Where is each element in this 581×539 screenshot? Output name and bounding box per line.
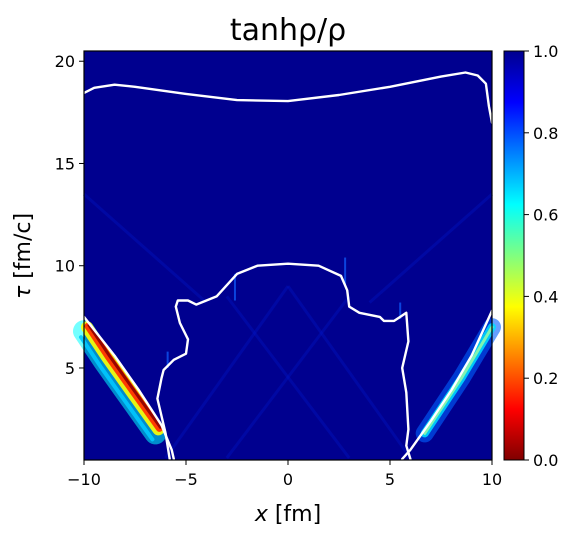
heatmap-background (84, 51, 492, 460)
x-axis-unit: [fm] (268, 502, 321, 527)
y-tick-label: 5 (65, 359, 75, 378)
inner-contour (156, 262, 412, 461)
colorbar-tick-label: 0.2 (533, 369, 558, 388)
colorbar: 0.0 0.2 0.4 0.6 0.8 1.0 (503, 42, 558, 470)
colorbar-tick-label: 0.4 (533, 287, 558, 306)
x-tick-label: −10 (67, 470, 101, 489)
x-tick-label: 5 (385, 470, 395, 489)
colorbar-tick-label: 1.0 (533, 42, 558, 61)
left-light-cone-band (73, 320, 167, 445)
right-light-cone-band (415, 318, 501, 443)
left-edge-contour (82, 315, 175, 461)
plot-area (73, 50, 501, 461)
faint-structure (164, 285, 290, 459)
y-tick-label: 10 (55, 257, 75, 276)
y-axis-var: τ (11, 285, 36, 299)
colorbar-tick-label: 0.0 (533, 451, 558, 470)
x-tick-label: −5 (174, 470, 198, 489)
y-tick-label: 20 (55, 52, 75, 71)
x-tick-label: 10 (482, 470, 502, 489)
faint-structure (368, 193, 493, 304)
faint-structure (83, 193, 208, 304)
faint-structure (286, 285, 412, 459)
colorbar-ticks: 0.0 0.2 0.4 0.6 0.8 1.0 (524, 42, 558, 470)
colorbar-tick-label: 0.6 (533, 206, 558, 225)
right-light-cone-band-stroke (423, 325, 494, 435)
faint-structure (225, 295, 351, 459)
y-axis-ticks: 5 10 15 20 (55, 52, 84, 378)
heatmap-features (73, 193, 501, 459)
upper-contour (82, 71, 494, 124)
x-axis-label: x [fm] (254, 502, 321, 527)
y-axis-label: τ [fm/c] (11, 213, 36, 299)
faint-structure (225, 295, 351, 459)
y-tick-label: 15 (55, 154, 75, 173)
x-tick-label: 0 (283, 470, 293, 489)
right-edge-contour (401, 309, 494, 461)
x-axis-var: x (254, 502, 269, 527)
colorbar-tick-label: 0.8 (533, 124, 558, 143)
contour-lines (82, 71, 494, 461)
colorbar-gradient (503, 50, 525, 461)
x-axis-ticks: −10 −5 0 5 10 (67, 460, 502, 489)
y-axis-unit: [fm/c] (11, 213, 36, 286)
chart-title: tanhρ/ρ (230, 13, 346, 48)
left-light-cone-band-stroke (79, 335, 155, 442)
left-light-cone-band-stroke (87, 323, 162, 429)
